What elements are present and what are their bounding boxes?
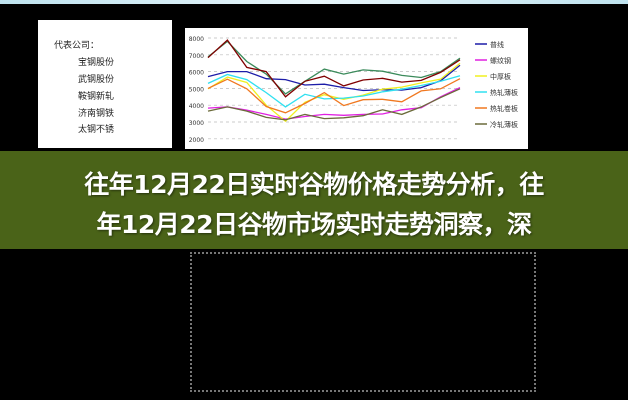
series-line	[207, 40, 461, 95]
series-line	[207, 64, 461, 92]
price-chart: 8000 7000 6000 5000 4000 3000 2000 普线螺纹钢中厚板热轧薄板…	[185, 28, 528, 149]
company-panel-title: 代表公司：	[54, 41, 100, 51]
company-panel: 代表公司： 宝钢股份 武钢股份 鞍钢新轧 济南钢铁 太钢不锈	[38, 20, 172, 148]
series-line	[207, 78, 461, 114]
title-banner: 往年12月22日实时谷物价格走势分析，往 年12月22日谷物市场实时走势洞察，深	[0, 151, 628, 249]
legend-label: 冷轧薄板	[490, 120, 518, 129]
legend-label: 普线	[490, 40, 504, 49]
y-tick-label: 7000	[189, 53, 204, 60]
legend-label: 螺纹钢	[490, 56, 511, 65]
company-item: 济南钢铁	[78, 109, 115, 119]
headline-line-1: 往年12月22日实时谷物价格走势分析，往	[84, 170, 544, 199]
series-line	[207, 88, 461, 121]
y-tick-label: 5000	[189, 86, 204, 93]
company-item: 宝钢股份	[78, 58, 115, 68]
y-tick-label: 8000	[189, 36, 204, 43]
y-tick-label: 2000	[189, 137, 204, 144]
top-strip	[0, 0, 628, 4]
series-line	[207, 39, 461, 98]
series-line	[207, 87, 461, 120]
legend-label: 热轧卷板	[490, 104, 518, 113]
company-item: 太钢不锈	[78, 125, 115, 135]
empty-frame	[190, 252, 536, 392]
company-item: 武钢股份	[78, 75, 115, 85]
company-item: 鞍钢新轧	[78, 92, 115, 102]
y-tick-label: 4000	[189, 103, 204, 110]
legend-label: 中厚板	[490, 72, 511, 81]
y-tick-label: 6000	[189, 70, 204, 77]
y-tick-label: 3000	[189, 120, 204, 127]
headline-line-2: 年12月22日谷物市场实时走势洞察，深	[96, 210, 532, 239]
series-line	[207, 62, 461, 123]
price-chart-svg: 8000 7000 6000 5000 4000 3000 2000 普线螺纹钢中厚板热轧薄板…	[189, 36, 518, 144]
legend-label: 热轧薄板	[490, 88, 518, 97]
